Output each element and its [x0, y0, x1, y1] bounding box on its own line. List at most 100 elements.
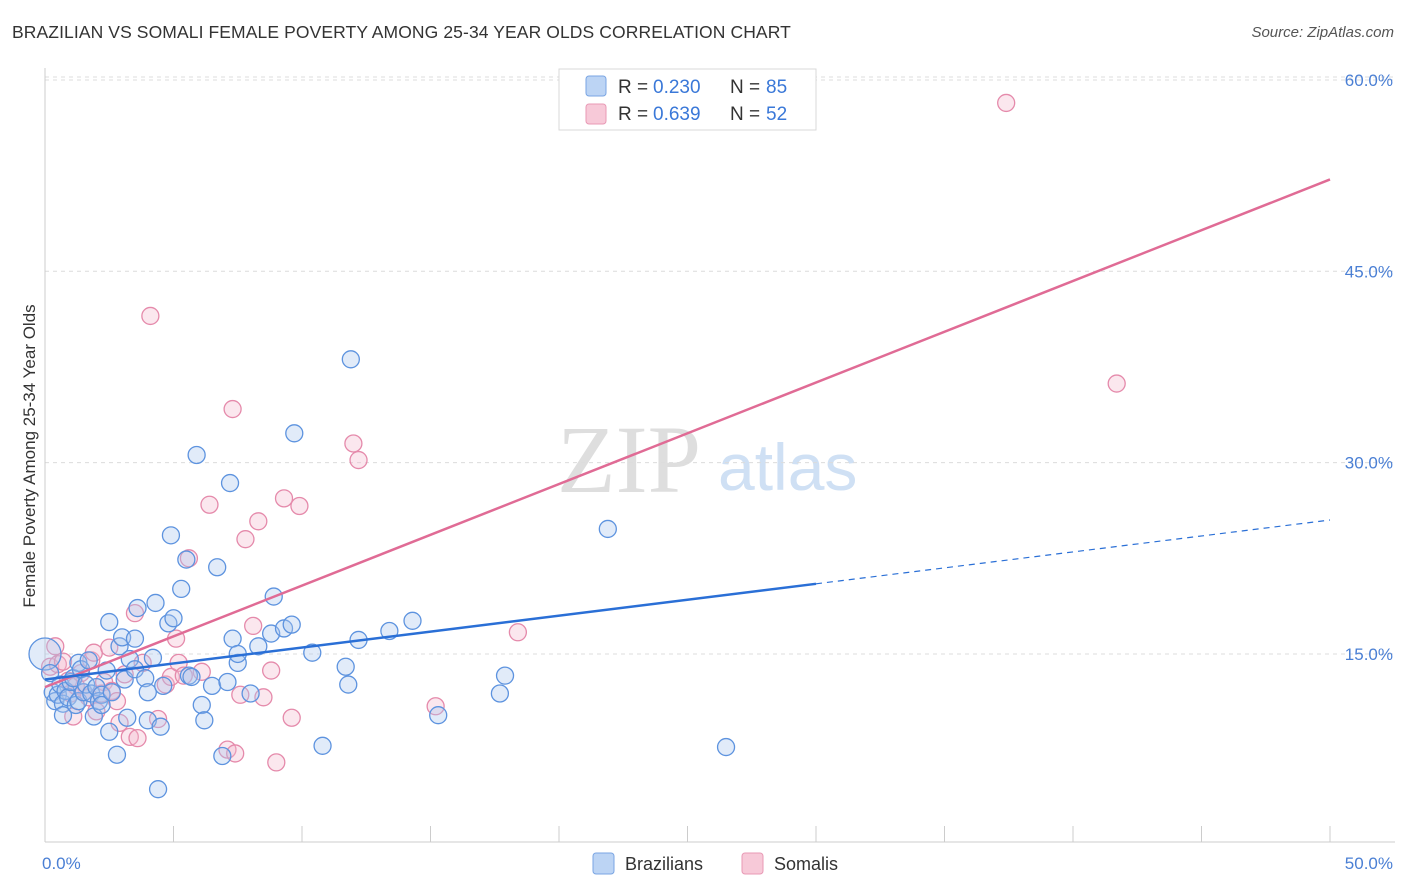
x-tick-label-end: 50.0% [1345, 854, 1393, 873]
brazilians-point [161, 526, 181, 545]
brazilians-point [202, 676, 222, 696]
legend-r-value-somalis: 0.639 [653, 104, 701, 125]
brazilians-point [177, 550, 196, 569]
brazilians-point [136, 669, 155, 688]
legend-bottom: Brazilians Somalis [592, 852, 838, 875]
brazilians-point [303, 643, 322, 662]
somalis-point [1107, 374, 1126, 393]
y-axis-label: Female Poverty Among 25-34 Year Olds [20, 304, 39, 607]
chart-title: BRAZILIAN VS SOMALI FEMALE POVERTY AMONG… [12, 22, 791, 42]
brazilians-point [218, 672, 237, 692]
somalis-point [53, 652, 73, 671]
somalis-point [508, 623, 528, 642]
brazilians-point [598, 519, 617, 539]
brazilians-point [282, 615, 301, 634]
brazilians-point [249, 637, 268, 656]
brazilians-point [151, 717, 170, 736]
somalis-point [120, 727, 139, 747]
somalis-point [128, 729, 147, 748]
bottom-legend-swatch-somalis [741, 852, 764, 875]
somalis-point [262, 661, 281, 680]
brazilians-point [125, 629, 145, 648]
somalis-point [344, 434, 363, 453]
legend-swatch-somalis [585, 103, 607, 125]
legend-top: R = 0.230 N = 85 R = 0.639 N = 52 [558, 68, 817, 131]
somalis-point [267, 753, 286, 772]
brazilians-point [495, 666, 515, 685]
somalis-point [274, 489, 294, 508]
brazilians-point [53, 706, 73, 725]
legend-n-label-brazilians: N = [730, 77, 760, 98]
x-tick-label-start: 0.0% [42, 854, 81, 873]
brazilians-point [128, 598, 147, 618]
brazilians-point [182, 667, 201, 687]
bottom-legend-label-somalis: Somalis [774, 854, 838, 874]
grid-lines [45, 76, 1395, 655]
somalis-point [200, 495, 219, 514]
somalis-point [282, 708, 301, 727]
brazilians-point [172, 579, 191, 599]
legend-n-label-somalis: N = [730, 104, 760, 125]
watermark-atlas: atlas [718, 430, 857, 504]
somalis-point [46, 637, 65, 656]
brazilians-point [429, 706, 448, 725]
brazilians-point [195, 711, 214, 730]
somalis-point [223, 399, 242, 419]
brazilians-point [241, 684, 260, 703]
brazilians-points [28, 350, 736, 799]
watermark-zip: ZIP [557, 406, 701, 513]
brazilians-point [28, 637, 62, 671]
brazilians-point [192, 695, 211, 715]
brazilians-point [164, 609, 183, 628]
brazilians-point [341, 350, 360, 369]
tick-labels: 15.0% 30.0% 45.0% 60.0% 0.0% 50.0% [42, 71, 1393, 873]
brazilians-trend-extension [815, 519, 1331, 585]
brazilians-point [118, 708, 137, 727]
somalis-point [125, 603, 145, 623]
bottom-legend-label-brazilians: Brazilians [625, 854, 703, 874]
somalis-point [290, 496, 309, 516]
brazilians-point [100, 612, 119, 632]
brazilians-point [339, 675, 358, 694]
brazilians-point [102, 683, 121, 702]
legend-r-value-brazilians: 0.230 [653, 77, 701, 98]
somalis-point [249, 512, 268, 531]
brazilians-point [187, 445, 206, 465]
brazilians-trend-line [44, 582, 817, 681]
brazilians-point [143, 648, 163, 667]
legend-swatch-brazilians [585, 75, 607, 97]
brazilians-point [313, 736, 332, 755]
somalis-trend-line [44, 178, 1331, 689]
legend-n-value-somalis: 52 [766, 104, 787, 125]
brazilians-point [208, 558, 227, 577]
brazilians-point [336, 657, 355, 676]
y-tick-label: 45.0% [1345, 262, 1393, 281]
somalis-point [997, 93, 1016, 113]
brazilians-point [100, 722, 119, 741]
somalis-point [349, 450, 368, 470]
source-label: Source: ZipAtlas.com [1251, 24, 1394, 41]
brazilians-point [154, 676, 173, 696]
brazilians-point [138, 683, 157, 702]
brazilians-point [146, 593, 165, 613]
brazilians-point [213, 746, 232, 766]
brazilians-point [285, 424, 304, 443]
brazilians-point [148, 780, 168, 799]
bottom-legend-swatch-brazilians [592, 852, 615, 875]
brazilians-point [223, 629, 242, 648]
brazilians-point [107, 745, 127, 764]
brazilians-point [490, 684, 510, 703]
somalis-point [244, 616, 263, 636]
brazilians-point [403, 611, 422, 630]
legend-r-label-somalis: R = [618, 104, 648, 125]
somalis-point [174, 666, 193, 685]
y-tick-label: 60.0% [1345, 71, 1393, 90]
y-tick-label: 15.0% [1345, 645, 1393, 664]
legend-r-label-brazilians: R = [618, 77, 648, 98]
y-tick-label: 30.0% [1345, 454, 1393, 473]
trend-lines [44, 178, 1331, 689]
brazilians-point [92, 695, 111, 715]
brazilians-point [159, 614, 178, 633]
somalis-point [236, 530, 255, 549]
